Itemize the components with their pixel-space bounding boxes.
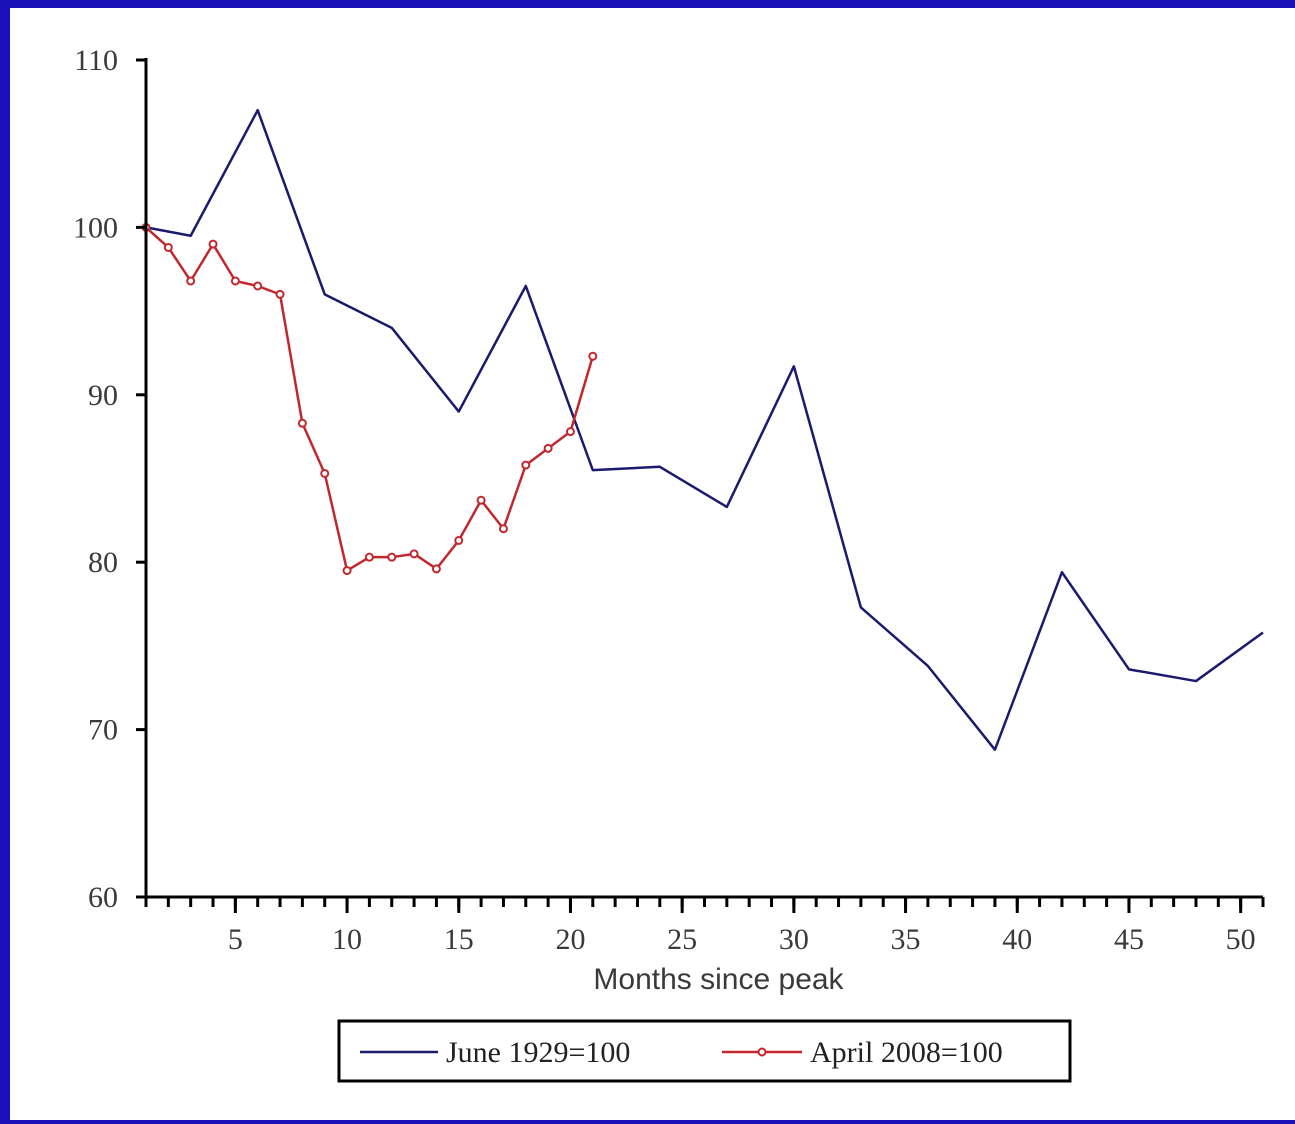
series-point-1	[521, 460, 531, 470]
series-point-1	[588, 351, 598, 361]
x-tick-label: 40	[1002, 923, 1032, 956]
series-line-1	[145, 226, 594, 572]
legend-label-june-1929: June 1929=100	[446, 1036, 630, 1069]
y-tick-label: 90	[88, 379, 118, 412]
x-tick-label: 45	[1114, 923, 1144, 956]
y-tick-label: 100	[73, 211, 118, 244]
series-point-1	[476, 495, 486, 505]
series-point-1	[409, 549, 419, 559]
series-line-0	[145, 108, 1264, 751]
series-point-1	[208, 239, 218, 249]
series-point-1	[297, 418, 307, 428]
series-layer	[141, 108, 1264, 751]
legend-marker-april-2008	[757, 1047, 767, 1057]
legend-label-april-2008: April 2008=100	[810, 1036, 1003, 1069]
series-point-1	[275, 289, 285, 299]
axis-ticks: 60 70 80 90 100 110 5 10 15 20 25 30 35 40 45 50	[73, 44, 1265, 956]
series-point-1	[253, 281, 263, 291]
y-tick-label: 80	[88, 546, 118, 579]
y-tick-label: 70	[88, 714, 118, 747]
legend: June 1929=100 April 2008=100	[337, 1019, 1072, 1083]
x-tick-label: 50	[1226, 923, 1256, 956]
chart-frame: 60 70 80 90 100 110 5 10 15 20 25 30 35 40 45 50 Months…	[10, 8, 1295, 1120]
line-chart: 60 70 80 90 100 110 5 10 15 20 25 30 35 40 45 50 Months…	[73, 44, 1265, 1083]
x-axis-title: Months since peak	[593, 963, 844, 996]
series-point-1	[230, 276, 240, 286]
x-tick-label: 25	[667, 923, 697, 956]
series-point-1	[543, 443, 553, 453]
x-tick-label: 15	[444, 923, 474, 956]
series-point-1	[163, 242, 173, 252]
x-tick-label: 10	[332, 923, 362, 956]
x-tick-label: 30	[779, 923, 809, 956]
series-point-1	[387, 552, 397, 562]
series-point-1	[364, 552, 374, 562]
x-tick-label: 20	[555, 923, 585, 956]
series-point-1	[342, 566, 352, 576]
series-point-1	[431, 564, 441, 574]
x-tick-label: 35	[891, 923, 921, 956]
series-point-1	[454, 535, 464, 545]
y-tick-label: 60	[88, 881, 118, 914]
series-point-1	[498, 524, 508, 534]
legend-box	[337, 1019, 1072, 1083]
x-tick-label: 5	[228, 923, 243, 956]
series-point-1	[320, 468, 330, 478]
series-point-1	[186, 276, 196, 286]
y-tick-label: 110	[74, 44, 118, 77]
series-point-1	[565, 427, 575, 437]
